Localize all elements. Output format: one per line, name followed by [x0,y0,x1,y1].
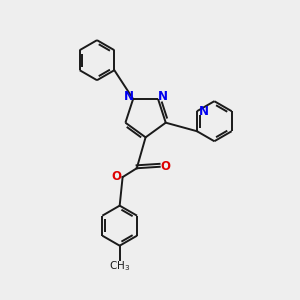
Text: O: O [111,170,121,183]
Text: O: O [160,160,171,173]
Text: N: N [124,90,134,103]
Text: CH$_3$: CH$_3$ [109,260,130,273]
Text: N: N [158,90,167,103]
Text: N: N [199,105,208,118]
